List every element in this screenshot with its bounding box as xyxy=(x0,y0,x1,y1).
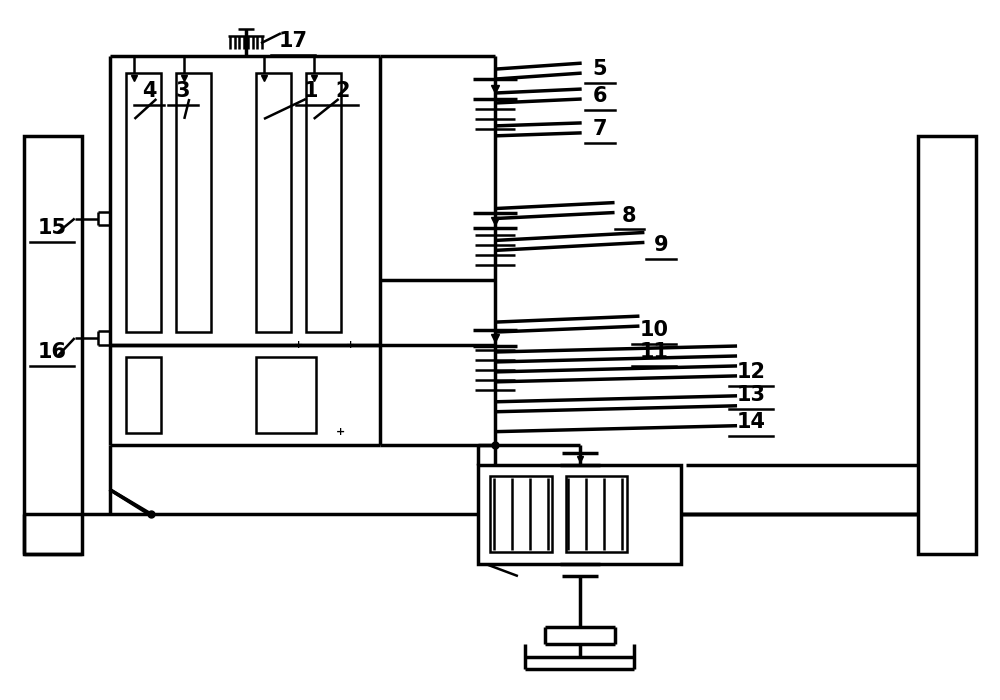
Bar xyxy=(566,477,627,552)
Bar xyxy=(126,73,161,332)
Text: +: + xyxy=(294,340,303,350)
Text: 12: 12 xyxy=(736,362,766,382)
Text: 5: 5 xyxy=(592,59,607,79)
Text: 7: 7 xyxy=(592,119,607,139)
Text: 10: 10 xyxy=(640,320,669,340)
Text: 2: 2 xyxy=(335,81,350,101)
Bar xyxy=(478,465,681,564)
Bar xyxy=(306,73,341,332)
Bar xyxy=(918,136,976,554)
Text: 17: 17 xyxy=(278,32,307,51)
Text: 11: 11 xyxy=(640,342,669,362)
Bar xyxy=(490,477,552,552)
Text: 3: 3 xyxy=(176,81,191,101)
Bar xyxy=(176,73,211,332)
Text: 6: 6 xyxy=(592,86,607,106)
Text: 9: 9 xyxy=(654,235,669,256)
Text: 13: 13 xyxy=(736,385,766,405)
Text: 16: 16 xyxy=(37,342,66,362)
Bar xyxy=(256,73,291,332)
Bar xyxy=(24,136,82,554)
Text: 1: 1 xyxy=(304,81,318,101)
Bar xyxy=(126,357,161,433)
Text: 14: 14 xyxy=(736,412,766,432)
Text: 4: 4 xyxy=(142,81,157,101)
Text: +: + xyxy=(346,340,355,350)
Text: +: + xyxy=(336,427,345,437)
Bar xyxy=(256,357,316,433)
Text: 8: 8 xyxy=(622,206,637,225)
Text: 15: 15 xyxy=(37,218,66,239)
